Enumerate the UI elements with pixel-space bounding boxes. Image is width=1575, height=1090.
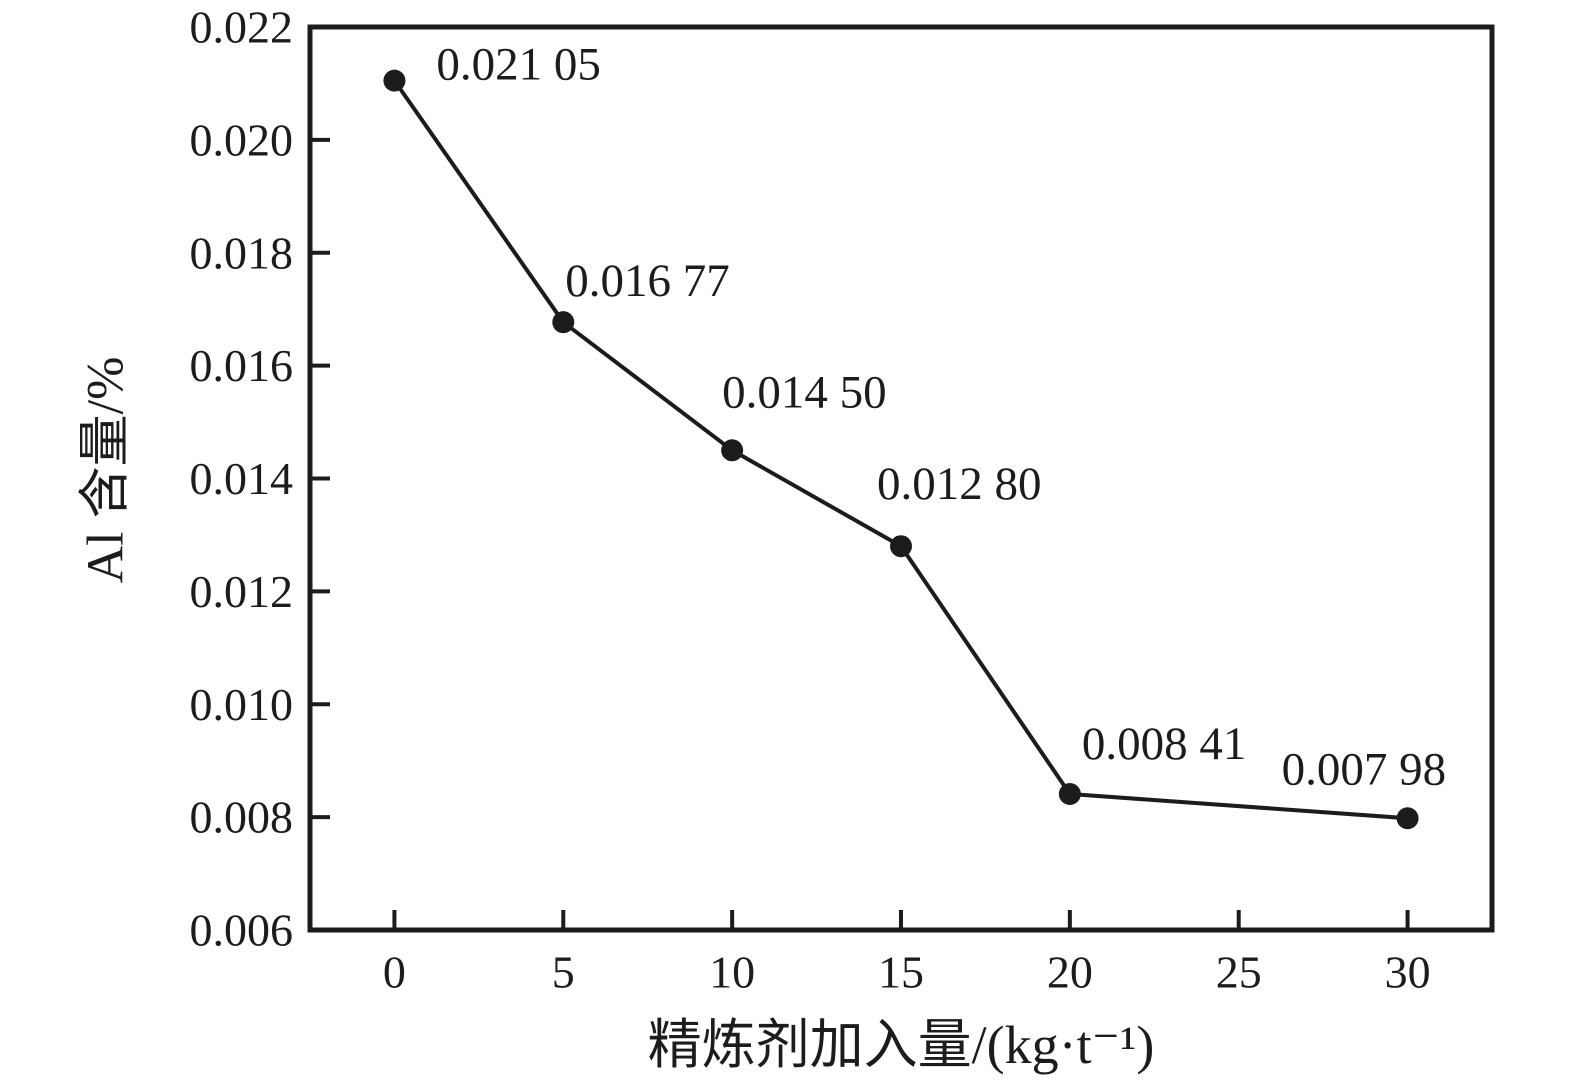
- data-series: [383, 69, 1419, 830]
- data-point: [1396, 807, 1419, 830]
- data-point: [1058, 782, 1081, 805]
- x-tick-label: 5: [552, 947, 575, 998]
- data-point-label: 0.007 98: [1282, 743, 1447, 795]
- x-axis-title: 精炼剂加入量/(kg·t⁻¹): [648, 1015, 1155, 1075]
- x-tick-label: 15: [878, 947, 924, 998]
- axis-ticks: [310, 25, 1410, 932]
- data-point: [383, 69, 406, 92]
- y-tick-label: 0.008: [190, 792, 294, 843]
- data-point: [552, 311, 575, 334]
- y-tick-label: 0.022: [190, 2, 294, 53]
- y-tick-label: 0.012: [190, 566, 294, 617]
- x-tick-label: 25: [1216, 947, 1262, 998]
- x-tick-label: 10: [709, 947, 755, 998]
- y-tick-label: 0.006: [190, 905, 294, 956]
- data-point-labels: 0.021 05 0.016 77 0.014 50 0.012 80 0.008 41…: [436, 39, 1446, 796]
- y-tick-label: 0.014: [190, 453, 294, 504]
- data-point-label: 0.014 50: [722, 366, 887, 418]
- y-tick-label: 0.010: [190, 679, 294, 730]
- data-point-label: 0.008 41: [1082, 718, 1247, 770]
- data-point: [721, 439, 744, 462]
- series-line: [392, 79, 1408, 821]
- y-axis-title: Al 含量/%: [78, 357, 135, 584]
- data-point-label: 0.016 77: [565, 255, 730, 307]
- x-tick-label: 0: [383, 947, 406, 998]
- data-point-label: 0.021 05: [436, 39, 601, 91]
- y-tick-label: 0.018: [190, 227, 294, 278]
- data-point-label: 0.012 80: [877, 458, 1042, 510]
- axis-tick-labels: 0.006 0.008 0.010 0.012 0.014 0.016 0.018 0.020…: [190, 2, 1431, 998]
- y-tick-label: 0.016: [190, 340, 294, 391]
- x-tick-label: 20: [1047, 947, 1093, 998]
- y-tick-label: 0.020: [190, 114, 294, 165]
- x-tick-label: 30: [1385, 947, 1431, 998]
- data-point: [890, 535, 912, 558]
